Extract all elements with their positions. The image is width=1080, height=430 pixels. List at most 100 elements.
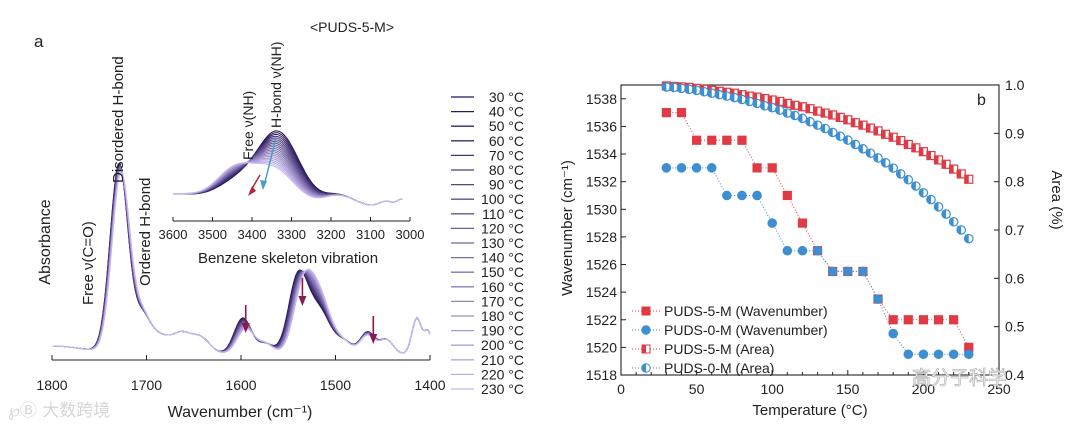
data-point [661,163,672,173]
data-point-half [752,99,758,108]
data-point-half [851,118,856,127]
legend-label: 140 °C [481,250,524,266]
free-co-label: Free ν(C=O) [80,221,97,305]
legend-series-label: PUDS-5-M (Area) [664,341,774,357]
data-point-half [949,165,954,174]
data-point-half [669,83,674,92]
data-point-half [790,101,795,110]
data-point [737,135,747,145]
panel-b-y-right-tick-label: 0.6 [1005,270,1025,286]
panel-b-y-right-tick-label: 0.8 [1005,174,1025,190]
watermark-left: ℘Ⓑ 大数跨境 [8,401,110,421]
panel-b-y-left-label: Wavenumber (cm⁻¹) [559,160,576,296]
data-point [706,163,717,173]
data-point-half [820,124,826,133]
free-nh-arrow-head-icon [248,186,256,196]
data-point-half [760,94,765,103]
data-point-half [737,95,742,104]
data-point-half [745,97,750,106]
data-point [752,163,762,173]
data-point-half [911,143,916,152]
data-point-half [964,234,969,243]
data-point [903,315,913,325]
data-point [827,266,838,277]
legend-label: 170 °C [481,293,524,309]
panel-b-y-right-label: Area (%) [1048,170,1065,229]
data-point-half [889,133,894,142]
data-point-half [934,202,939,211]
data-point-half [722,91,727,101]
data-point-half [715,90,720,99]
panel-b-y-left-tick-label: 1518 [586,367,617,383]
data-point-half [881,130,886,139]
inset-x-tick-label: 3500 [198,227,227,242]
panel-a-x-tick-label: 1700 [131,377,162,393]
panel-a-x-tick-label: 1800 [36,377,67,393]
data-point [661,108,671,118]
data-point-half [957,225,962,235]
data-point-half [858,144,863,153]
inset-x-tick-label: 3000 [396,227,425,242]
data-point [722,190,732,201]
legend-label: 130 °C [481,235,524,251]
inset-spectra [172,130,403,206]
panel-a-x-tick-label: 1400 [414,377,445,393]
data-point [767,218,777,228]
data-point-half [737,90,742,99]
legend-series-label: PUDS-5-M (Wavenumber) [664,303,828,319]
data-point [873,294,883,304]
inset-x-tick-label: 3200 [317,227,346,242]
watermark-right: 高分子科学 [912,367,1007,389]
data-point-half [775,97,780,106]
data-point-half [866,148,871,158]
data-point [691,135,702,145]
legend-marker-half [642,345,646,353]
panel-a-arrows [241,278,378,344]
panel-b-x-tick-label: 100 [761,381,785,397]
inset-spectrum-line [173,162,403,206]
legend-label: 70 °C [489,147,524,163]
data-point [782,190,792,201]
data-point [737,190,747,201]
hbond-nh-label: H-bond ν(NH) [268,42,284,128]
data-point-half [888,163,894,173]
data-point-half [730,93,735,102]
data-point-half [934,155,939,164]
panel-a-x-label: Wavenumber (cm⁻¹) [168,404,313,421]
panel-b-series [661,81,974,360]
data-point-half [790,111,795,120]
panel-a-y-label: Absorbance [37,199,54,284]
data-point [797,245,808,256]
inset-x-ticks: 3600 3500 3400 3300 3200 3100 3000 [159,217,425,242]
panel-a: a 1800 1700 1600 1500 1400 Wavenumber (cm⁻¹)… [34,19,524,421]
data-point-half [707,89,712,98]
panel-b-y-right-tick-label: 0.4 [1005,367,1025,383]
legend-label: 30 °C [489,89,524,105]
data-point [676,108,687,118]
data-point-half [775,105,780,115]
panel-a-x-tick-label: 1500 [320,377,351,393]
legend-label: 160 °C [481,279,524,295]
legend-label: 100 °C [481,191,524,207]
panel-b-x-tick-label: 50 [689,381,705,397]
legend-label: 120 °C [481,220,524,236]
legend-label: 180 °C [481,308,524,324]
data-point-half [874,126,879,135]
purple-arrow-head-icon [369,334,378,344]
legend-label: 190 °C [481,323,524,339]
data-point [918,315,929,325]
ordered-hbond-label: Ordered H-bond [137,178,154,286]
data-point [963,349,974,360]
free-nh-label: Free ν(NH) [240,91,256,160]
data-point-half [798,114,803,123]
data-point [691,163,702,173]
data-point-half [684,85,690,94]
inset-x-tick-label: 3100 [356,227,385,242]
panel-b-legend: PUDS-5-M (Wavenumber) PUDS-0-M (Wavenumbe… [632,303,828,376]
data-point-half [768,95,773,104]
data-point [782,245,793,256]
panel-a-label: a [34,32,44,51]
data-point-half [926,195,931,204]
data-point-half [896,136,901,145]
data-point-half [904,175,909,184]
